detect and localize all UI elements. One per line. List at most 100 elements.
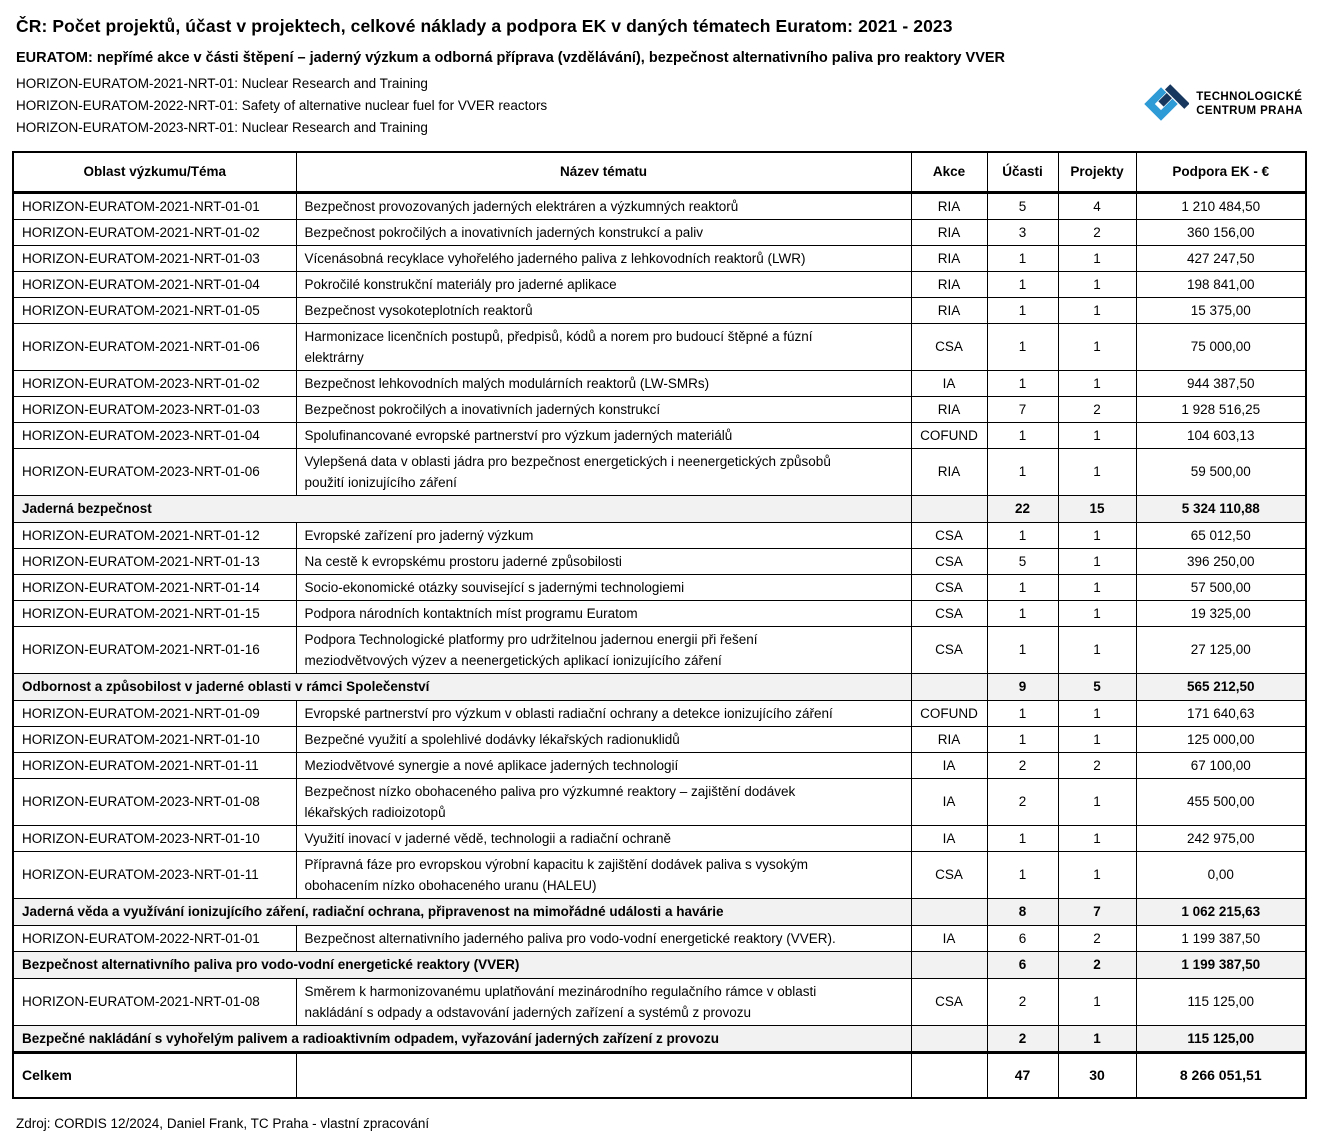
table-header-row: Oblast výzkumu/Téma Název tématu Akce Úč… [12,151,1307,194]
topic-code-cell: HORIZON-EURATOM-2021-NRT-01-13 [12,547,297,575]
table-header: Oblast výzkumu/Téma Název tématu Akce Úč… [12,151,1307,194]
topic-code-cell: HORIZON-EURATOM-2021-NRT-01-14 [12,573,297,601]
column-header-oblast: Oblast výzkumu/Téma [12,151,297,194]
ec-support-total-cell: 565 212,50 [1135,672,1307,701]
projects-cell: 1 [1057,547,1137,575]
ec-support-cell: 65 012,50 [1135,521,1307,549]
ec-support-total-cell: 1 062 215,63 [1135,897,1307,926]
action-type-cell: RIA [910,725,988,753]
section-summary-row: Jaderná bezpečnost 22 15 5 324 110,88 [12,494,1307,523]
action-type-cell: IA [910,777,988,826]
participations-cell: 1 [986,270,1059,298]
ec-support-cell: 27 125,00 [1135,625,1307,674]
column-header-projekty: Projekty [1057,151,1137,194]
topic-code-cell: HORIZON-EURATOM-2021-NRT-01-10 [12,725,297,753]
table-row: HORIZON-EURATOM-2021-NRT-01-12 Evropské z… [12,521,1307,549]
section-summary-row: Odbornost a způsobilost v jaderné oblast… [12,672,1307,701]
projects-total-cell: 2 [1057,950,1137,979]
ec-support-cell: 396 250,00 [1135,547,1307,575]
topic-code-cell: HORIZON-EURATOM-2023-NRT-01-06 [12,447,297,496]
action-type-cell: IA [910,924,988,952]
ec-support-cell: 427 247,50 [1135,244,1307,272]
section-summary-label: Jaderná bezpečnost [12,494,912,523]
topic-code-cell: HORIZON-EURATOM-2023-NRT-01-08 [12,777,297,826]
topic-code-cell: HORIZON-EURATOM-2021-NRT-01-04 [12,270,297,298]
ec-support-grand-total-cell: 8 266 051,51 [1135,1050,1307,1099]
participations-cell: 1 [986,850,1059,899]
topic-code-cell: HORIZON-EURATOM-2021-NRT-01-12 [12,521,297,549]
projects-cell: 2 [1057,924,1137,952]
table-row: HORIZON-EURATOM-2023-NRT-01-03 Bezpečnost… [12,395,1307,423]
ec-support-total-cell: 5 324 110,88 [1135,494,1307,523]
participations-cell: 1 [986,625,1059,674]
report-header: ČR: Počet projektů, účast v projektech, … [0,0,1319,139]
table-row: HORIZON-EURATOM-2021-NRT-01-03 Vícenásobn… [12,244,1307,272]
projects-cell: 1 [1057,270,1137,298]
action-type-cell: CSA [910,850,988,899]
participations-cell: 6 [986,924,1059,952]
topic-name-cell: Harmonizace licenčních postupů, předpisů… [295,322,912,371]
topic-name-cell: Směrem k harmonizovanému uplatňování mez… [295,977,912,1026]
section-summary-label: Odbornost a způsobilost v jaderné oblast… [12,672,912,701]
participations-grand-total-cell: 47 [986,1050,1059,1099]
action-type-cell: IA [910,751,988,779]
ec-support-cell: 115 125,00 [1135,977,1307,1026]
topic-name-cell: Využití inovací v jaderné vědě, technolo… [295,824,912,852]
projects-total-cell: 7 [1057,897,1137,926]
topic-name-cell: Podpora národních kontaktních míst progr… [295,599,912,627]
participations-cell: 2 [986,751,1059,779]
topic-code-cell: HORIZON-EURATOM-2023-NRT-01-03 [12,395,297,423]
projects-cell: 2 [1057,395,1137,423]
program-line: HORIZON-EURATOM-2023-NRT-01: Nuclear Res… [16,120,428,135]
projects-total-cell: 15 [1057,494,1137,523]
column-header-ucasti: Účasti [986,151,1059,194]
table-wrap: Oblast výzkumu/Téma Název tématu Akce Úč… [12,151,1307,1099]
participations-cell: 1 [986,824,1059,852]
ec-support-cell: 1 928 516,25 [1135,395,1307,423]
topic-name-cell: Bezpečnost vysokoteplotních reaktorů [295,296,912,324]
topic-name-cell: Bezpečnost nízko obohaceného paliva pro … [295,777,912,826]
projects-cell: 1 [1057,850,1137,899]
topic-code-cell: HORIZON-EURATOM-2021-NRT-01-16 [12,625,297,674]
projects-cell: 1 [1057,824,1137,852]
table-row: HORIZON-EURATOM-2021-NRT-01-06 Harmonizac… [12,322,1307,371]
ec-support-cell: 944 387,50 [1135,369,1307,397]
participations-total-cell: 6 [986,950,1059,979]
topic-name-cell: Bezpečnost pokročilých a inovativních ja… [295,395,912,423]
table-row: HORIZON-EURATOM-2021-NRT-01-10 Bezpečné v… [12,725,1307,753]
projects-total-cell: 1 [1057,1024,1137,1053]
participations-cell: 1 [986,421,1059,449]
topic-name-cell: Bezpečnost pokročilých a inovativních ja… [295,218,912,246]
table-row: HORIZON-EURATOM-2021-NRT-01-13 Na cestě k… [12,547,1307,575]
topic-code-cell: HORIZON-EURATOM-2021-NRT-01-15 [12,599,297,627]
topic-name-cell: Socio-ekonomické otázky související s ja… [295,573,912,601]
ec-support-cell: 57 500,00 [1135,573,1307,601]
table-row: HORIZON-EURATOM-2021-NRT-01-08 Směrem k h… [12,977,1307,1026]
ec-support-cell: 75 000,00 [1135,322,1307,371]
table-row: HORIZON-EURATOM-2023-NRT-01-10 Využití in… [12,824,1307,852]
participations-total-cell: 22 [986,494,1059,523]
topic-name-cell: Bezpečnost lehkovodních malých modulární… [295,369,912,397]
ec-support-cell: 0,00 [1135,850,1307,899]
topic-name-cell: Spolufinancované evropské partnerství pr… [295,421,912,449]
projects-cell: 1 [1057,977,1137,1026]
ec-support-cell: 104 603,13 [1135,421,1307,449]
column-header-podpora: Podpora EK - € [1135,151,1307,194]
ec-support-total-cell: 115 125,00 [1135,1024,1307,1053]
participations-cell: 2 [986,777,1059,826]
participations-cell: 1 [986,573,1059,601]
action-type-cell [910,1024,988,1053]
projects-cell: 1 [1057,244,1137,272]
action-type-cell: CSA [910,573,988,601]
action-type-cell: RIA [910,191,988,220]
participations-cell: 1 [986,699,1059,727]
table-row: HORIZON-EURATOM-2023-NRT-01-11 Přípravná … [12,850,1307,899]
projects-table: Oblast výzkumu/Téma Název tématu Akce Úč… [12,151,1307,1099]
table-row: HORIZON-EURATOM-2021-NRT-01-14 Socio-ekon… [12,573,1307,601]
logo-t-bar [1165,84,1190,109]
participations-cell: 1 [986,296,1059,324]
topic-code-cell: HORIZON-EURATOM-2021-NRT-01-06 [12,322,297,371]
topic-code-cell: HORIZON-EURATOM-2023-NRT-01-02 [12,369,297,397]
projects-cell: 1 [1057,447,1137,496]
